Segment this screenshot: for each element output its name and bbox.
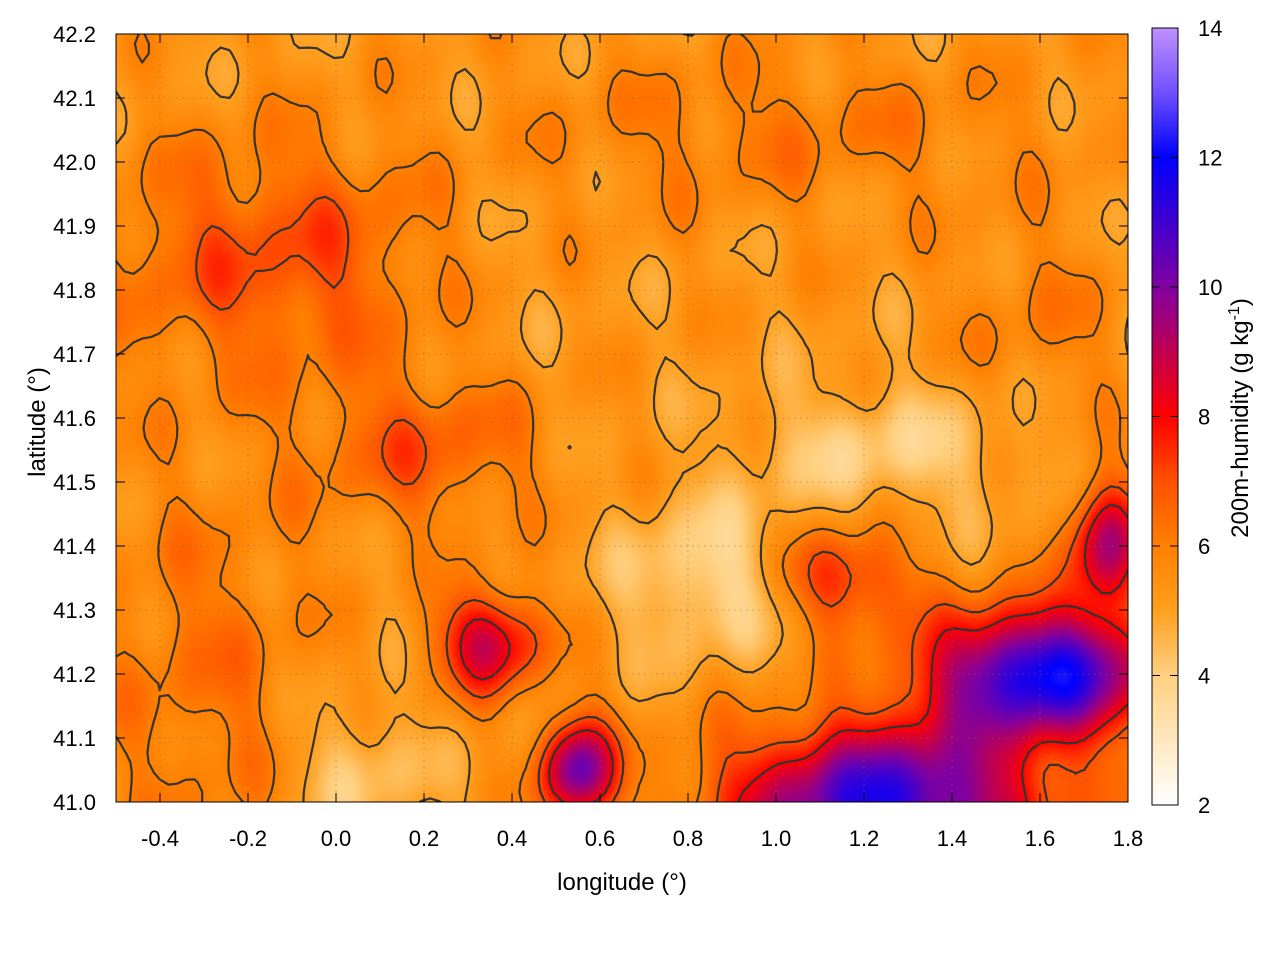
colorbar-ticks: 2 4 6 8 10 12 14 bbox=[1152, 16, 1222, 818]
x-tick-label: 0.2 bbox=[409, 826, 440, 851]
colorbar-tick-label: 12 bbox=[1198, 146, 1222, 171]
y-tick-label: 41.1 bbox=[53, 726, 96, 751]
colorbar-label: 200m-humidity (g kg-1) bbox=[1226, 298, 1254, 538]
y-tick-label: 41.6 bbox=[53, 406, 96, 431]
x-tick-label: 1.6 bbox=[1025, 826, 1056, 851]
humidity-contours bbox=[116, 34, 1128, 802]
y-tick-label: 41.7 bbox=[53, 342, 96, 367]
plot-area bbox=[115, 33, 1129, 803]
y-tick-label: 42.1 bbox=[53, 86, 96, 111]
colorbar-tick-label: 4 bbox=[1198, 664, 1210, 689]
colorbar-tick-label: 8 bbox=[1198, 405, 1210, 430]
x-tick-label: 0.6 bbox=[585, 826, 616, 851]
x-tick-label: 1.0 bbox=[761, 826, 792, 851]
y-tick-label: 42.2 bbox=[53, 22, 96, 47]
y-axis-ticks: 41.0 41.1 41.2 41.3 41.4 41.5 41.6 41.7 41.8 41.9… bbox=[53, 22, 1128, 815]
colorbar-tick-label: 10 bbox=[1198, 275, 1222, 300]
colorbar-label-close: ) bbox=[1227, 298, 1254, 306]
x-tick-label: 1.4 bbox=[937, 826, 968, 851]
y-tick-label: 41.8 bbox=[53, 278, 96, 303]
x-tick-label: 0.4 bbox=[497, 826, 528, 851]
contour-line bbox=[195, 195, 1128, 802]
y-tick-label: 41.5 bbox=[53, 470, 96, 495]
x-tick-label: -0.2 bbox=[229, 826, 267, 851]
contour-line bbox=[459, 503, 1128, 802]
x-tick-label: 0.8 bbox=[673, 826, 704, 851]
y-tick-label: 42.0 bbox=[53, 150, 96, 175]
colorbar-tick-label: 14 bbox=[1198, 16, 1222, 41]
y-axis-label: latitude (°) bbox=[24, 367, 51, 477]
y-tick-label: 41.3 bbox=[53, 598, 96, 623]
y-tick-label: 41.4 bbox=[53, 534, 96, 559]
colorbar-tick-label: 6 bbox=[1198, 534, 1210, 559]
contour-line bbox=[116, 34, 1128, 802]
x-tick-label: 1.8 bbox=[1113, 826, 1144, 851]
y-tick-label: 41.9 bbox=[53, 214, 96, 239]
x-tick-label: -0.4 bbox=[141, 826, 179, 851]
y-tick-label: 41.2 bbox=[53, 662, 96, 687]
colorbar-tick-label: 2 bbox=[1198, 793, 1210, 818]
y-tick-label: 41.0 bbox=[53, 790, 96, 815]
colorbar-label-superscript: -1 bbox=[1226, 306, 1243, 320]
x-tick-label: 0.0 bbox=[321, 826, 352, 851]
x-tick-label: 1.2 bbox=[849, 826, 880, 851]
colorbar-label-text: 200m-humidity (g kg bbox=[1227, 320, 1254, 537]
grid-lines bbox=[116, 34, 1128, 802]
colorbar: 2 4 6 8 10 12 14 200m-humidity (g kg-1) bbox=[1151, 16, 1254, 818]
x-axis-label: longitude (°) bbox=[557, 869, 687, 896]
x-axis-ticks: -0.4 -0.2 0.0 0.2 0.4 0.6 0.8 1.0 1.2 1.4 1.6 1.8 bbox=[141, 34, 1143, 851]
